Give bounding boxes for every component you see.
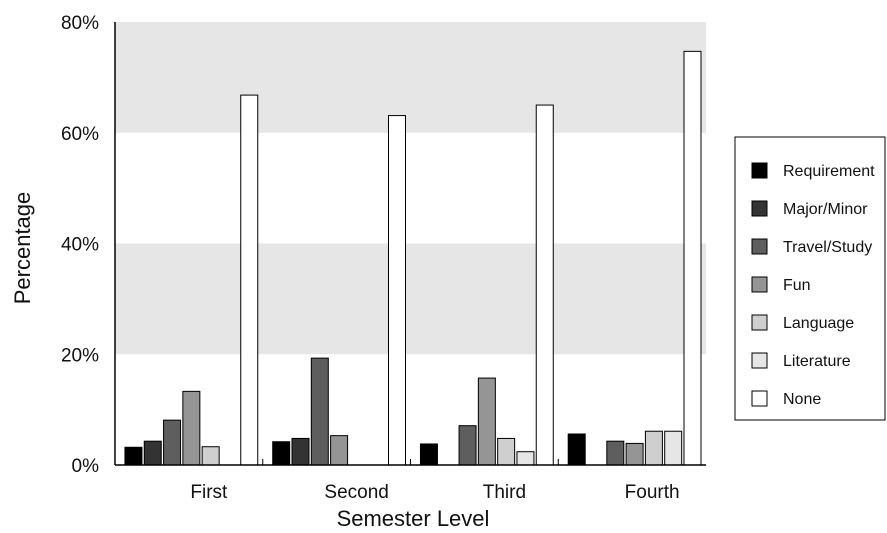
legend-label: Fun [783, 277, 811, 294]
bar [143, 440, 162, 466]
bar [516, 451, 535, 466]
bar [497, 437, 516, 466]
y-tick-label: 40% [61, 235, 99, 256]
bar [458, 425, 477, 466]
y-tick-labels: 0% 20% 40% 60% 80% [61, 13, 99, 477]
bar [272, 441, 291, 466]
legend-label: Major/Minor [783, 201, 868, 218]
grid-bands [115, 22, 706, 355]
legend-swatch [751, 200, 768, 217]
bar [163, 419, 182, 466]
legend-swatch [751, 238, 768, 255]
x-tick-label: Second [324, 482, 388, 503]
y-axis-title: Percentage [10, 192, 35, 305]
bar [477, 377, 496, 466]
legend-label: Literature [783, 353, 851, 370]
axes [114, 22, 706, 466]
legend-label: Travel/Study [783, 239, 872, 256]
bar [535, 104, 554, 466]
legend-label: None [783, 391, 821, 408]
bar [664, 430, 683, 466]
legend-swatch [751, 162, 768, 179]
legend-swatch [751, 276, 768, 293]
bar [201, 446, 220, 466]
bar [683, 50, 702, 466]
bar [625, 442, 644, 466]
legend-swatch [751, 314, 768, 331]
y-tick-label: 60% [61, 124, 99, 145]
y-tick-label: 20% [61, 345, 99, 366]
bar [644, 430, 663, 466]
bar [240, 94, 259, 466]
x-tick-labels: First Second Third Fourth [190, 482, 679, 503]
x-tick-label: Fourth [625, 482, 680, 503]
bar-group [124, 50, 702, 466]
x-tick-label: First [190, 482, 228, 503]
grid-band [115, 22, 706, 133]
bar [182, 390, 201, 466]
x-tick-label: Third [483, 482, 526, 503]
bar [419, 443, 438, 466]
bar [330, 435, 349, 466]
y-tick-label: 0% [72, 456, 100, 477]
bar [124, 446, 143, 466]
bar [606, 440, 625, 466]
legend-swatch [751, 352, 768, 369]
legend-label: Language [783, 315, 854, 332]
bar [388, 115, 406, 466]
bar [291, 437, 310, 466]
legend: Requirement Major/Minor Travel/Study Fun Lan… [734, 136, 886, 421]
y-tick-label: 80% [61, 13, 99, 34]
bar [567, 433, 586, 466]
legend-label: Requirement [783, 163, 875, 180]
legend-swatch [751, 390, 768, 407]
grid-band [115, 243, 706, 355]
bar [310, 357, 329, 466]
x-axis-title: Semester Level [337, 506, 490, 531]
